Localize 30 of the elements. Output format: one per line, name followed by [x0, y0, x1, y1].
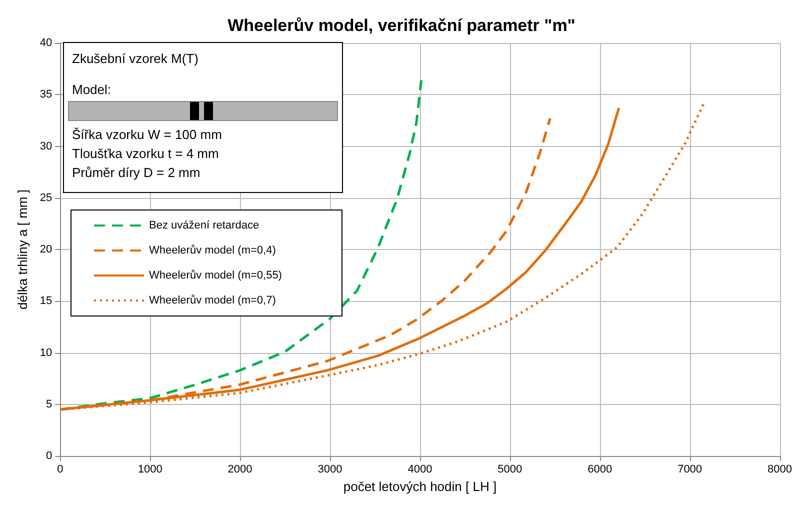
x-tick-label: 0 — [57, 464, 64, 476]
y-tick-label: 25 — [40, 192, 52, 204]
annotation: Šířka vzorku W = 100 mm — [71, 126, 223, 144]
legend-label: Wheelerův model (m=0,55) — [149, 270, 282, 282]
x-tick-label: 2000 — [228, 464, 252, 476]
y-axis-title: délka trhliny a [ mm ] — [15, 190, 30, 310]
x-tick-label: 5000 — [498, 464, 522, 476]
x-tick-label: 7000 — [678, 464, 702, 476]
legend-label: Bez uvážení retardace — [149, 220, 260, 232]
annotation: Průměr díry D = 2 mm — [71, 164, 202, 182]
x-tick-label: 8000 — [768, 464, 792, 476]
legend-label: Wheelerův model (m=0,7) — [149, 294, 276, 306]
y-tick-label: 30 — [40, 140, 52, 152]
legend-label: Wheelerův model (m=0,4) — [149, 244, 276, 256]
y-tick-label: 0 — [46, 450, 52, 462]
y-tick-label: 20 — [40, 244, 52, 256]
y-tick-label: 35 — [40, 88, 52, 101]
y-tick-label: 5 — [46, 398, 52, 410]
annotation: Zkušební vzorek M(T) — [71, 50, 200, 68]
y-tick-label: 10 — [40, 346, 52, 359]
x-tick-label: 3000 — [318, 464, 342, 476]
y-tick-label: 40 — [40, 37, 52, 49]
x-tick-label: 1000 — [138, 464, 162, 476]
x-tick-label: 4000 — [408, 464, 432, 476]
x-tick-label: 6000 — [588, 464, 612, 476]
annotation: Model: — [71, 81, 112, 99]
chart-title: Wheelerův model, verifikační parametr "m" — [228, 16, 576, 35]
x-axis-title: počet letových hodin [ LH ] — [343, 479, 497, 494]
annotation: Tloušťka vzorku t = 4 mm — [71, 145, 220, 163]
y-tick-label: 15 — [40, 295, 52, 308]
